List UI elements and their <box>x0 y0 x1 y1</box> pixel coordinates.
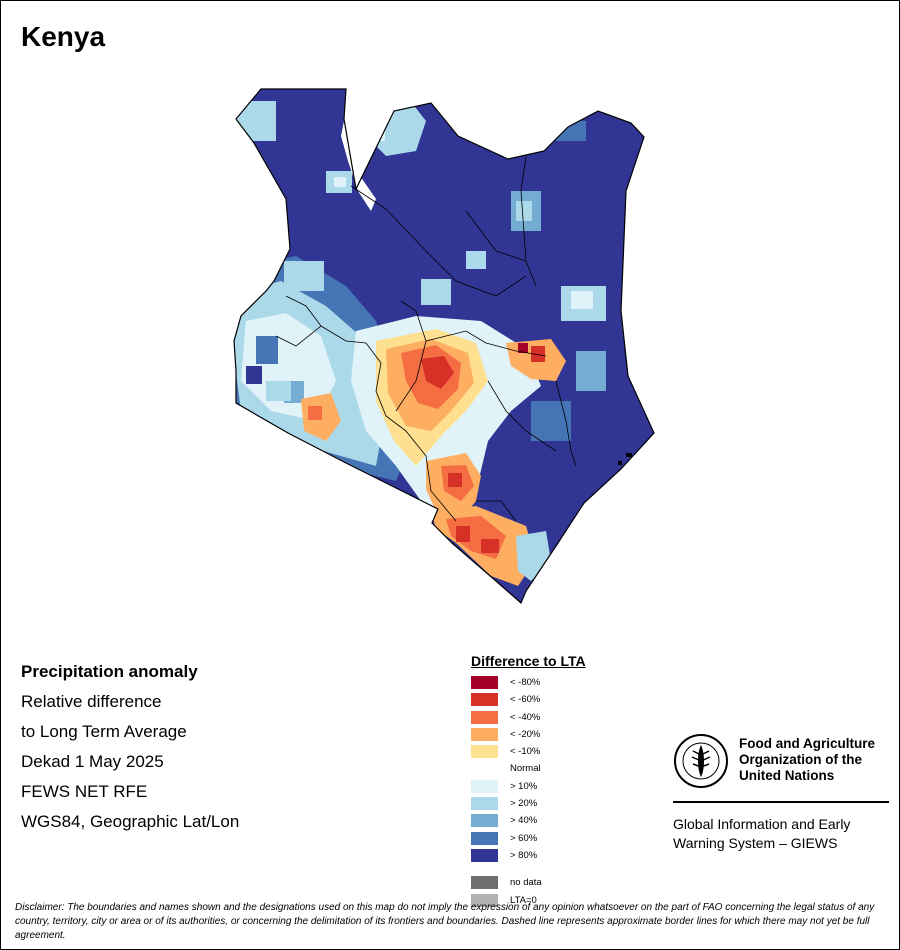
legend-item: < -10% <box>471 743 586 760</box>
legend-label: Normal <box>510 763 541 775</box>
legend-item: < -80% <box>471 674 586 691</box>
legend-item: > 60% <box>471 830 586 847</box>
legend-extra: no data LTA=0 <box>471 874 586 909</box>
info-line: Dekad 1 May 2025 <box>21 752 164 771</box>
legend-label: < -80% <box>510 677 541 688</box>
legend-swatch <box>471 745 498 759</box>
legend-item: > 80% <box>471 847 586 864</box>
info-line: FEWS NET RFE <box>21 782 148 801</box>
fao-name-line: Food and Agriculture <box>739 736 875 751</box>
map-title: Kenya <box>21 21 106 52</box>
info-line: Relative difference <box>21 692 162 711</box>
legend-swatch <box>471 797 498 811</box>
legend-item: > 40% <box>471 812 586 829</box>
legend-swatch <box>471 762 498 775</box>
legend-label: no data <box>510 877 542 889</box>
legend: Difference to LTA < -80% < -60% < -40% < -2… <box>471 653 586 909</box>
fao-name-line: United Nations <box>739 768 835 783</box>
legend-item: > 20% <box>471 795 586 812</box>
info-heading: Precipitation anomaly <box>21 662 198 681</box>
legend-label: < -10% <box>510 746 541 758</box>
legend-swatch <box>471 831 498 845</box>
legend-label: < -20% <box>510 728 541 740</box>
legend-swatch <box>471 676 498 689</box>
legend-item: Normal <box>471 760 586 777</box>
legend-swatch <box>471 893 498 907</box>
legend-item: < -60% <box>471 691 586 708</box>
legend-item: < -20% <box>471 726 586 743</box>
legend-label: > 60% <box>510 832 538 844</box>
legend-label: < -40% <box>510 711 541 723</box>
legend-item: < -40% <box>471 709 586 726</box>
giews-line: Global Information and Early <box>673 816 851 832</box>
legend-item: > 10% <box>471 778 586 795</box>
legend-items: < -80% < -60% < -40% < -20% < -10% Normal > 10… <box>471 674 586 864</box>
legend-swatch <box>471 727 498 741</box>
legend-title: Difference to LTA <box>471 653 586 669</box>
legend-swatch <box>471 814 498 828</box>
legend-swatch <box>471 779 498 793</box>
fao-name-line: Organization of the <box>739 752 862 767</box>
legend-swatch <box>471 876 498 890</box>
legend-swatch <box>471 710 498 724</box>
legend-label: LTA=0 <box>510 894 537 906</box>
legend-swatch <box>471 693 498 707</box>
legend-label: > 40% <box>510 815 538 827</box>
legend-label: > 10% <box>510 780 538 792</box>
divider <box>673 801 889 803</box>
giews-line: Warning System – GIEWS <box>673 835 838 851</box>
info-line: WGS84, Geographic Lat/Lon <box>21 812 240 831</box>
disclaimer: Disclaimer: The boundaries and names sho… <box>15 902 875 941</box>
giews-label: Global Information and Early Warning Sys… <box>673 815 889 853</box>
legend-label: < -60% <box>510 694 541 706</box>
legend-label: > 20% <box>510 798 538 810</box>
kenya-anomaly-map <box>233 88 655 604</box>
legend-item: LTA=0 <box>471 892 586 909</box>
info-line: to Long Term Average <box>21 722 187 741</box>
fao-logo-icon <box>674 734 728 788</box>
legend-swatch <box>471 848 498 862</box>
map-info: Precipitation anomaly Relative differenc… <box>21 657 239 837</box>
fao-name: Food and Agriculture Organization of the… <box>739 736 889 784</box>
legend-item: no data <box>471 874 586 891</box>
legend-label: > 80% <box>510 849 538 861</box>
